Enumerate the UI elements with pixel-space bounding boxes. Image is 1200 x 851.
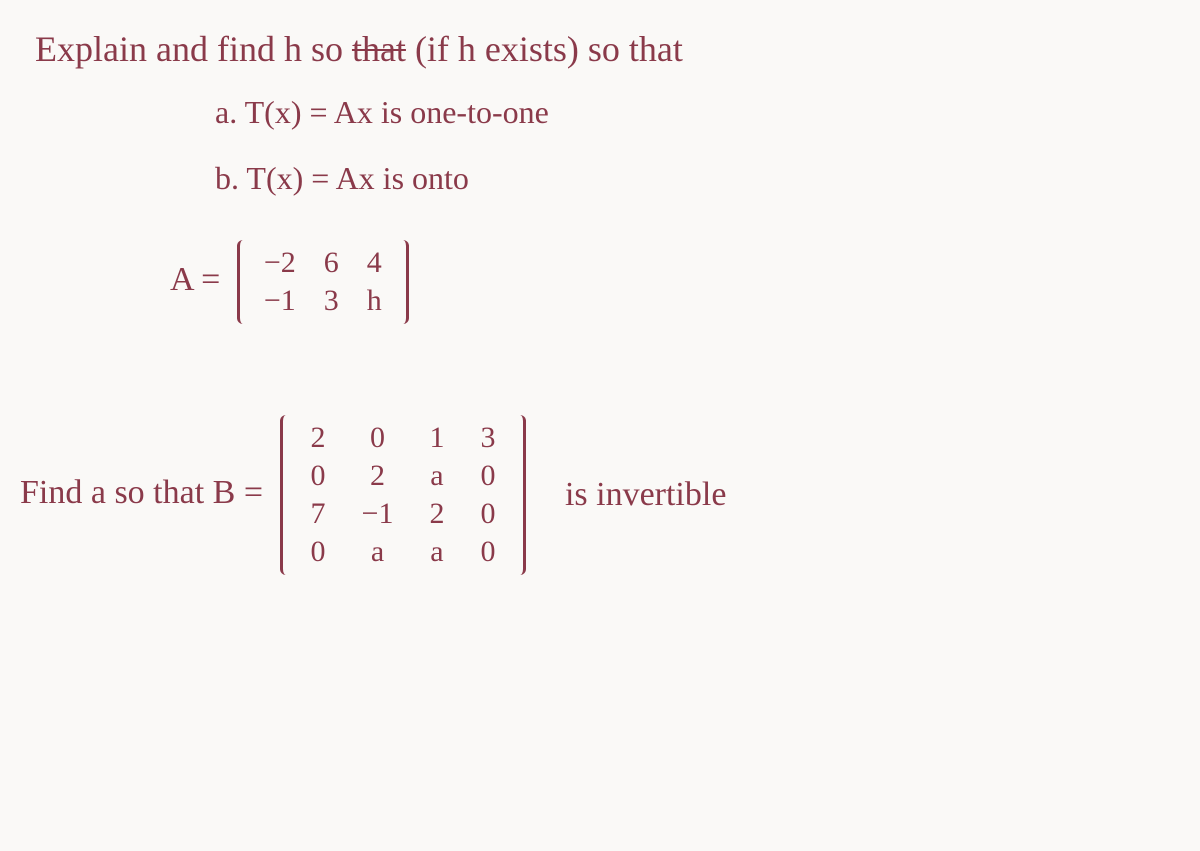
matrix-b: 2 0 1 3 0 2 a 0 7 −1 2 0 0 [280, 415, 527, 575]
part-b-label: b. [215, 160, 239, 196]
problem1-part-b: b. T(x) = Ax is onto [215, 160, 469, 197]
problem2-prefix: Find a so that [20, 474, 204, 511]
matrix-b-cell: 0 [462, 457, 513, 495]
problem2-line: Find a so that B = 2 0 1 3 0 2 a 0 7 −1 [20, 415, 726, 575]
matrix-a-cell: −2 [250, 244, 310, 282]
matrix-b-cell: 2 [411, 495, 462, 533]
matrix-b-cell: 7 [293, 495, 344, 533]
problem1-title: Explain and find h so that (if h exists)… [35, 28, 683, 70]
matrix-b-label: B = [213, 474, 263, 511]
problem2-suffix: is invertible [565, 476, 726, 513]
matrix-a-label: A = [170, 261, 220, 298]
problem1-part-a: a. T(x) = Ax is one-to-one [215, 94, 549, 131]
matrix-b-cell: 0 [462, 495, 513, 533]
matrix-b-cell: a [411, 457, 462, 495]
matrix-b-cell: a [344, 533, 412, 571]
title-end: so that [588, 29, 683, 69]
title-strike: that [352, 29, 406, 69]
matrix-b-cell: 0 [344, 419, 412, 457]
matrix-a-cell: −1 [250, 282, 310, 320]
matrix-a-cell: 4 [353, 244, 396, 282]
matrix-a-cell: 6 [310, 244, 353, 282]
matrix-b-cell: 1 [411, 419, 462, 457]
part-b-text: T(x) = Ax is onto [246, 160, 468, 196]
matrix-b-cell: 3 [462, 419, 513, 457]
matrix-a-cell: 3 [310, 282, 353, 320]
matrix-a: −2 6 4 −1 3 h [237, 240, 409, 324]
matrix-b-cell: 2 [293, 419, 344, 457]
matrix-b-cell: −1 [344, 495, 412, 533]
title-paren: (if h exists) [415, 29, 579, 69]
matrix-b-cell: 0 [293, 457, 344, 495]
matrix-b-cell: 0 [462, 533, 513, 571]
matrix-a-line: A = −2 6 4 −1 3 h [170, 240, 409, 324]
matrix-b-cell: a [411, 533, 462, 571]
part-a-text: T(x) = Ax is one-to-one [245, 94, 549, 130]
matrix-b-cell: 0 [293, 533, 344, 571]
matrix-a-cell: h [353, 282, 396, 320]
title-start: Explain and find h so [35, 29, 343, 69]
matrix-b-cell: 2 [344, 457, 412, 495]
part-a-label: a. [215, 94, 237, 130]
